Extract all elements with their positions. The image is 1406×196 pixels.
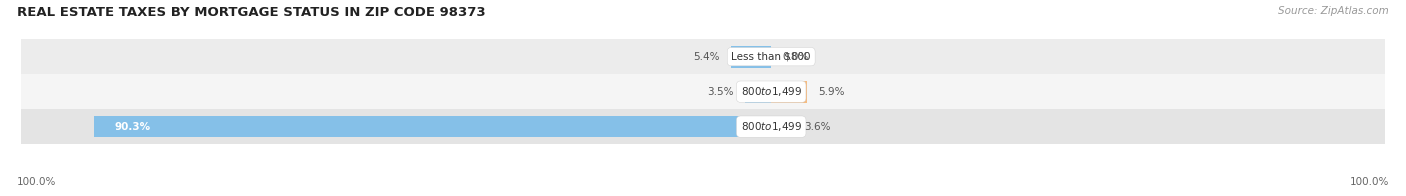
Text: 3.5%: 3.5% [707, 87, 734, 97]
Bar [94, 116, 772, 137]
Text: 5.9%: 5.9% [818, 87, 845, 97]
Text: 90.3%: 90.3% [114, 122, 150, 132]
Text: Less than $800: Less than $800 [731, 52, 811, 62]
Text: 100.0%: 100.0% [17, 177, 56, 187]
Text: 0.0%: 0.0% [782, 52, 808, 62]
Text: Source: ZipAtlas.com: Source: ZipAtlas.com [1278, 6, 1389, 16]
Text: 3.6%: 3.6% [804, 122, 831, 132]
Text: $800 to $1,499: $800 to $1,499 [741, 85, 801, 98]
Bar [21, 74, 1385, 109]
Bar [745, 81, 772, 103]
Text: REAL ESTATE TAXES BY MORTGAGE STATUS IN ZIP CODE 98373: REAL ESTATE TAXES BY MORTGAGE STATUS IN … [17, 6, 485, 19]
Bar [772, 116, 793, 137]
Bar [731, 46, 772, 68]
Bar [21, 39, 1385, 74]
Text: 5.4%: 5.4% [693, 52, 720, 62]
Bar [772, 81, 807, 103]
Bar [21, 109, 1385, 144]
Text: 100.0%: 100.0% [1350, 177, 1389, 187]
Text: $800 to $1,499: $800 to $1,499 [741, 120, 801, 133]
